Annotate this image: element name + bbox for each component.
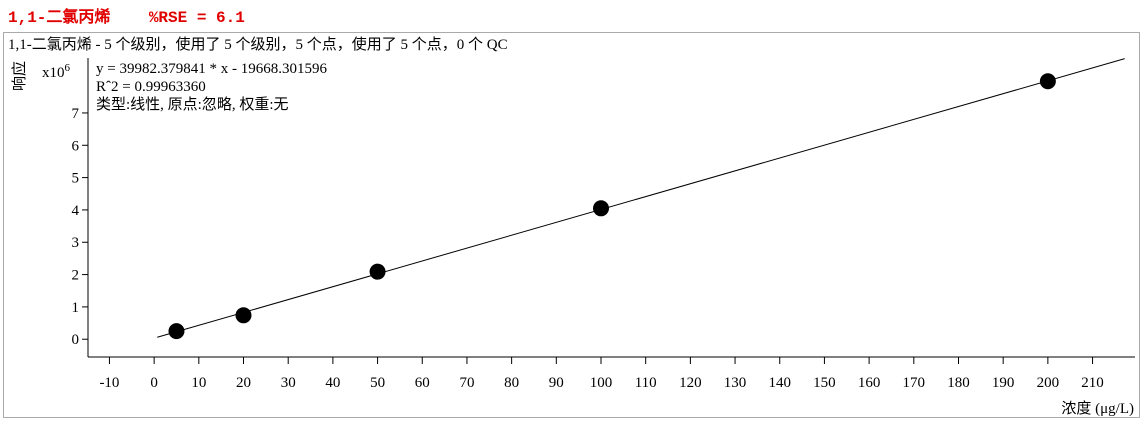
multiplier-exponent: 6	[65, 62, 71, 74]
x-tick-label: 70	[459, 375, 474, 391]
x-tick-label: 60	[415, 375, 430, 391]
x-tick-label: 40	[325, 375, 340, 391]
x-tick-label: 180	[947, 375, 970, 391]
y-tick-label: 2	[72, 268, 80, 284]
x-tick-label: 170	[903, 375, 926, 391]
x-tick-label: 50	[370, 375, 385, 391]
x-tick-label: 10	[191, 375, 206, 391]
x-tick-label: 80	[504, 375, 519, 391]
x-tick-label: 160	[858, 375, 881, 391]
header-title: 1,1-二氯丙烯 %RSE = 6.1	[8, 9, 245, 27]
x-tick-label: 200	[1037, 375, 1060, 391]
x-tick-label: -10	[99, 375, 119, 391]
data-point	[235, 307, 252, 324]
subtitle: 1,1-二氯丙烯 - 5 个级别，使用了 5 个级别，5 个点，使用了 5 个点…	[8, 36, 508, 53]
annotation: y = 39982.379841 * x - 19668.301596	[96, 61, 327, 77]
annotation: 类型:线性, 原点:忽略, 权重:无	[96, 96, 289, 113]
x-tick-label: 150	[813, 375, 836, 391]
data-point	[168, 323, 185, 340]
fit-line	[157, 58, 1125, 338]
x-tick-label: 30	[281, 375, 296, 391]
x-tick-label: 210	[1081, 375, 1104, 391]
y-tick-label: 7	[72, 106, 80, 122]
annotation: Rˆ2 = 0.99963360	[96, 79, 206, 95]
y-multiplier: x106	[42, 62, 71, 81]
data-point	[1039, 73, 1056, 90]
x-tick-label: 110	[635, 375, 657, 391]
y-axis-label: 响应	[10, 61, 28, 91]
x-tick-label: 0	[150, 375, 158, 391]
data-point	[369, 263, 386, 280]
frame	[3, 32, 1140, 418]
x-tick-label: 100	[590, 375, 613, 391]
x-tick-label: 130	[724, 375, 747, 391]
y-tick-label: 0	[72, 332, 80, 348]
x-tick-label: 90	[549, 375, 564, 391]
y-tick-label: 5	[72, 171, 80, 187]
multiplier-base: x10	[42, 65, 65, 81]
x-axis-label: 浓度 (μg/L)	[1061, 400, 1134, 417]
y-tick-label: 3	[72, 235, 80, 251]
data-point	[592, 200, 609, 217]
x-tick-label: 140	[768, 375, 791, 391]
y-tick-label: 1	[72, 300, 80, 316]
y-tick-label: 4	[72, 203, 80, 219]
x-tick-label: 20	[236, 375, 251, 391]
x-tick-label: 190	[992, 375, 1015, 391]
y-tick-label: 6	[72, 138, 80, 154]
x-tick-label: 120	[679, 375, 702, 391]
